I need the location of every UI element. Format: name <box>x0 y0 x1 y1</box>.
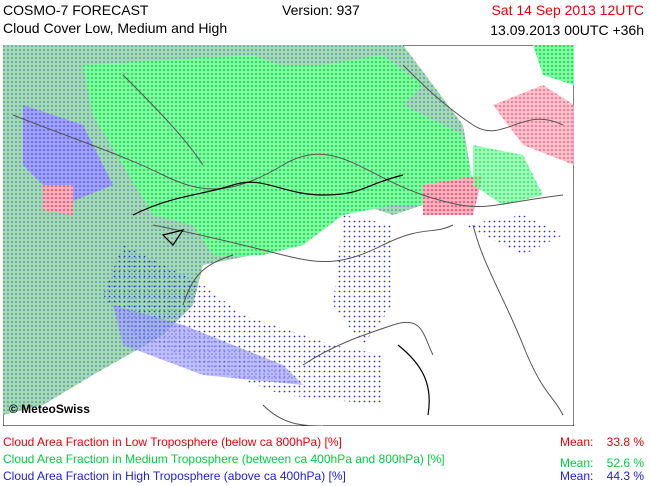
legend-label: Cloud Area Fraction in High Troposphere … <box>3 469 346 483</box>
subtitle: Cloud Cover Low, Medium and High <box>3 20 228 36</box>
mean-label: Mean: <box>560 469 594 483</box>
version: Version: 937 <box>282 2 360 18</box>
valid-time: Sat 14 Sep 2013 12UTC <box>491 2 644 18</box>
legend-label: Cloud Area Fraction in Medium Tropospher… <box>3 452 445 466</box>
mean-label: Mean: <box>560 435 594 449</box>
run-time: 13.09.2013 00UTC +36h <box>490 22 644 38</box>
legend-label: Cloud Area Fraction in Low Troposphere (… <box>3 435 342 449</box>
title: COSMO-7 FORECAST <box>3 2 149 18</box>
mean-value: 52.6 % <box>606 456 644 470</box>
mean-value: 44.3 % <box>606 469 644 483</box>
mean-value: 33.8 % <box>606 435 644 449</box>
copyright: © MeteoSwiss <box>9 402 90 416</box>
mean-label: Mean: <box>560 456 594 470</box>
map: © MeteoSwiss <box>3 45 574 426</box>
